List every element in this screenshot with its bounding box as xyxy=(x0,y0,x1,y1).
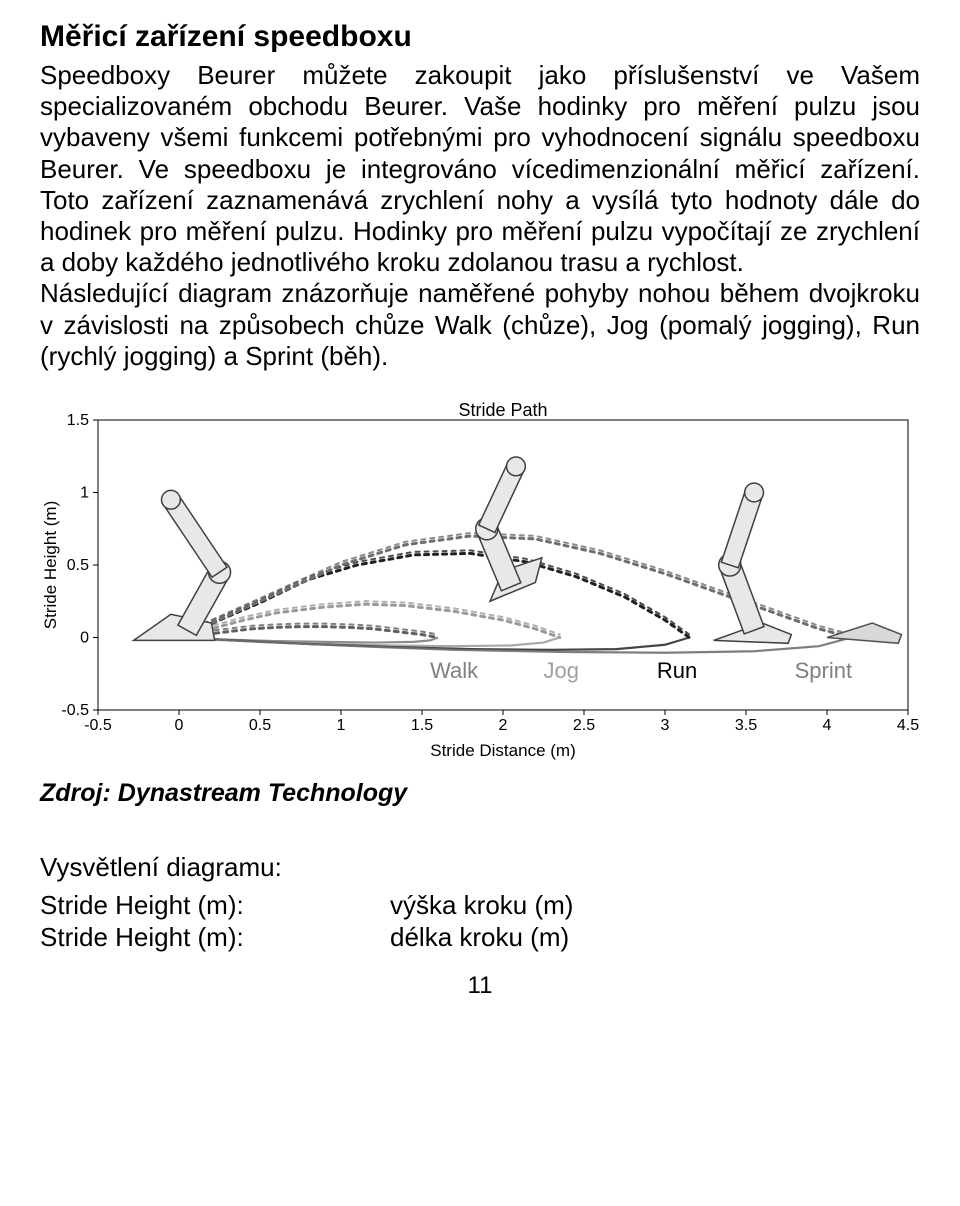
explain-title: Vysvětlení diagramu: xyxy=(40,852,920,883)
explain-row: Stride Height (m): délka kroku (m) xyxy=(40,921,920,954)
svg-text:2: 2 xyxy=(499,717,508,734)
page-number: 11 xyxy=(40,972,920,1000)
svg-text:0.5: 0.5 xyxy=(249,717,271,734)
page-title: Měřicí zařízení speedboxu xyxy=(40,20,920,54)
svg-text:1.5: 1.5 xyxy=(411,717,433,734)
svg-text:0.5: 0.5 xyxy=(67,557,89,574)
svg-text:Stride Height (m): Stride Height (m) xyxy=(41,501,60,629)
explain-row: Stride Height (m): výška kroku (m) xyxy=(40,889,920,922)
explain-definition: délka kroku (m) xyxy=(390,921,920,954)
explain-definition: výška kroku (m) xyxy=(390,889,920,922)
svg-text:1.5: 1.5 xyxy=(67,412,89,429)
explain-term: Stride Height (m): xyxy=(40,921,370,954)
svg-text:4.5: 4.5 xyxy=(897,717,919,734)
svg-text:Run: Run xyxy=(657,658,697,683)
svg-text:0: 0 xyxy=(80,629,89,646)
svg-text:Walk: Walk xyxy=(430,658,479,683)
svg-text:3: 3 xyxy=(661,717,670,734)
svg-text:3.5: 3.5 xyxy=(735,717,757,734)
svg-text:0: 0 xyxy=(175,717,184,734)
svg-text:1: 1 xyxy=(80,484,89,501)
svg-text:4: 4 xyxy=(823,717,832,734)
explain-term: Stride Height (m): xyxy=(40,889,370,922)
svg-text:Stride Path: Stride Path xyxy=(458,400,547,420)
main-paragraph: Speedboxy Beurer můžete zakoupit jako př… xyxy=(40,60,920,372)
stride-chart: -0.5 0 0.5 1 1.5 2 2.5 3 3.5 4 4.5 -0.5 0 0.5 1 1.5 Stri… xyxy=(40,394,920,769)
svg-text:-0.5: -0.5 xyxy=(61,702,89,719)
svg-text:Stride Distance (m): Stride Distance (m) xyxy=(430,741,575,760)
svg-text:Sprint: Sprint xyxy=(795,658,852,683)
chart-source: Zdroj: Dynastream Technology xyxy=(40,779,920,808)
svg-text:Jog: Jog xyxy=(544,658,579,683)
svg-text:1: 1 xyxy=(337,717,346,734)
svg-text:-0.5: -0.5 xyxy=(84,717,112,734)
svg-text:2.5: 2.5 xyxy=(573,717,595,734)
